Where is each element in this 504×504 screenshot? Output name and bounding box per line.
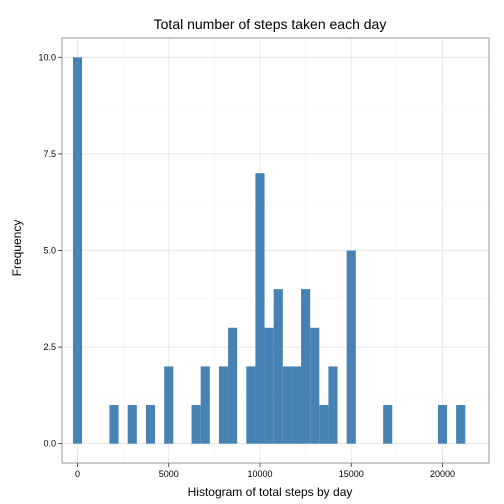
histogram-bar [310, 327, 320, 444]
x-tick-label: 5000 [159, 469, 179, 479]
y-axis-title: Frequency [10, 220, 24, 277]
histogram-bar [437, 405, 448, 444]
x-axis-title: Histogram of total steps by day [188, 485, 353, 499]
plot-panel [61, 37, 490, 464]
bars [72, 57, 466, 444]
chart-title: Total number of steps taken each day [154, 16, 387, 32]
histogram-bar [282, 366, 292, 444]
histogram-bar [273, 289, 283, 444]
y-tick-label: 2.5 [43, 342, 56, 352]
x-tick-label: 10000 [247, 469, 272, 479]
y-axis: 0.0 2.5 5.0 7.5 10.0 [38, 52, 62, 449]
x-axis: 0 5000 10000 15000 20000 [75, 463, 455, 479]
x-tick-label: 0 [75, 469, 80, 479]
histogram-bar [200, 366, 210, 444]
y-tick-label: 0.0 [43, 439, 56, 449]
y-tick-label: 5.0 [43, 246, 56, 256]
histogram-bar [109, 405, 119, 444]
histogram-bar [72, 57, 83, 444]
x-tick-label: 15000 [339, 469, 364, 479]
histogram-bar [191, 405, 201, 444]
histogram-bar [145, 405, 156, 444]
histogram-bar [164, 366, 174, 444]
histogram-bar [255, 173, 265, 444]
x-tick-label: 20000 [430, 469, 455, 479]
histogram-bar [456, 405, 466, 444]
histogram-bar [346, 250, 356, 444]
histogram-bar [319, 405, 329, 444]
histogram-bar [328, 366, 338, 444]
histogram-bar [228, 327, 238, 444]
histogram-bar [383, 405, 393, 444]
histogram-bar [218, 366, 229, 444]
y-tick-label: 10.0 [38, 52, 56, 62]
y-tick-label: 7.5 [43, 149, 56, 159]
histogram-bar [127, 405, 137, 444]
histogram-bar [264, 327, 274, 444]
histogram-bar [291, 366, 302, 444]
histogram-bar [301, 289, 311, 444]
histogram-bar [246, 366, 256, 444]
